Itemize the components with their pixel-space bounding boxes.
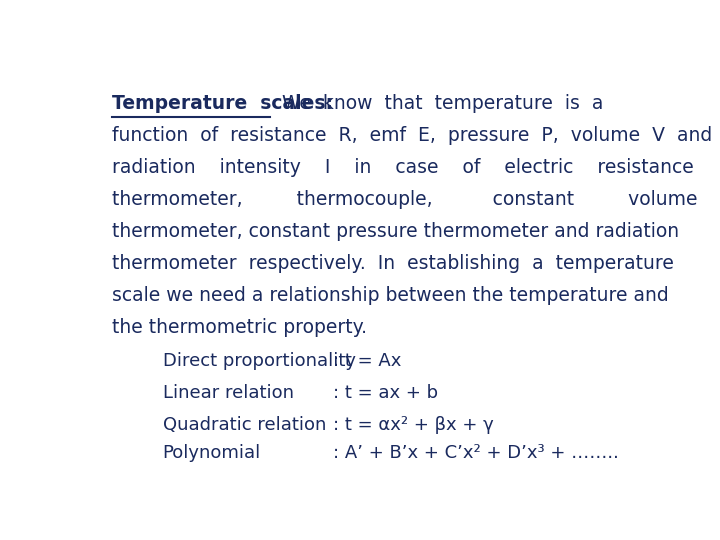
Text: Quadratic relation: Quadratic relation [163,416,326,434]
Text: function  of  resistance  R,  emf  E,  pressure  P,  volume  V  and: function of resistance R, emf E, pressur… [112,126,713,145]
Text: thermometer  respectively.  In  establishing  a  temperature: thermometer respectively. In establishin… [112,254,674,273]
Text: : t = ax + b: : t = ax + b [333,384,438,402]
Text: Polynomial: Polynomial [163,444,261,462]
Text: Linear relation: Linear relation [163,384,294,402]
Text: Temperature  scales:: Temperature scales: [112,94,333,113]
Text: We  know  that  temperature  is  a: We know that temperature is a [270,94,603,113]
Text: scale we need a relationship between the temperature and: scale we need a relationship between the… [112,286,669,305]
Text: radiation    intensity    I    in    case    of    electric    resistance: radiation intensity I in case of electri… [112,158,694,177]
Text: thermometer, constant pressure thermometer and radiation: thermometer, constant pressure thermomet… [112,222,680,241]
Text: : A’ + B’x + C’x² + D’x³ + ……..: : A’ + B’x + C’x² + D’x³ + …….. [333,444,618,462]
Text: : t = αx² + βx + γ: : t = αx² + βx + γ [333,416,493,434]
Text: : t = Ax: : t = Ax [333,352,401,370]
Text: thermometer,         thermocouple,          constant         volume: thermometer, thermocouple, constant volu… [112,190,698,209]
Text: Direct proportionality: Direct proportionality [163,352,356,370]
Text: the thermometric property.: the thermometric property. [112,318,367,337]
